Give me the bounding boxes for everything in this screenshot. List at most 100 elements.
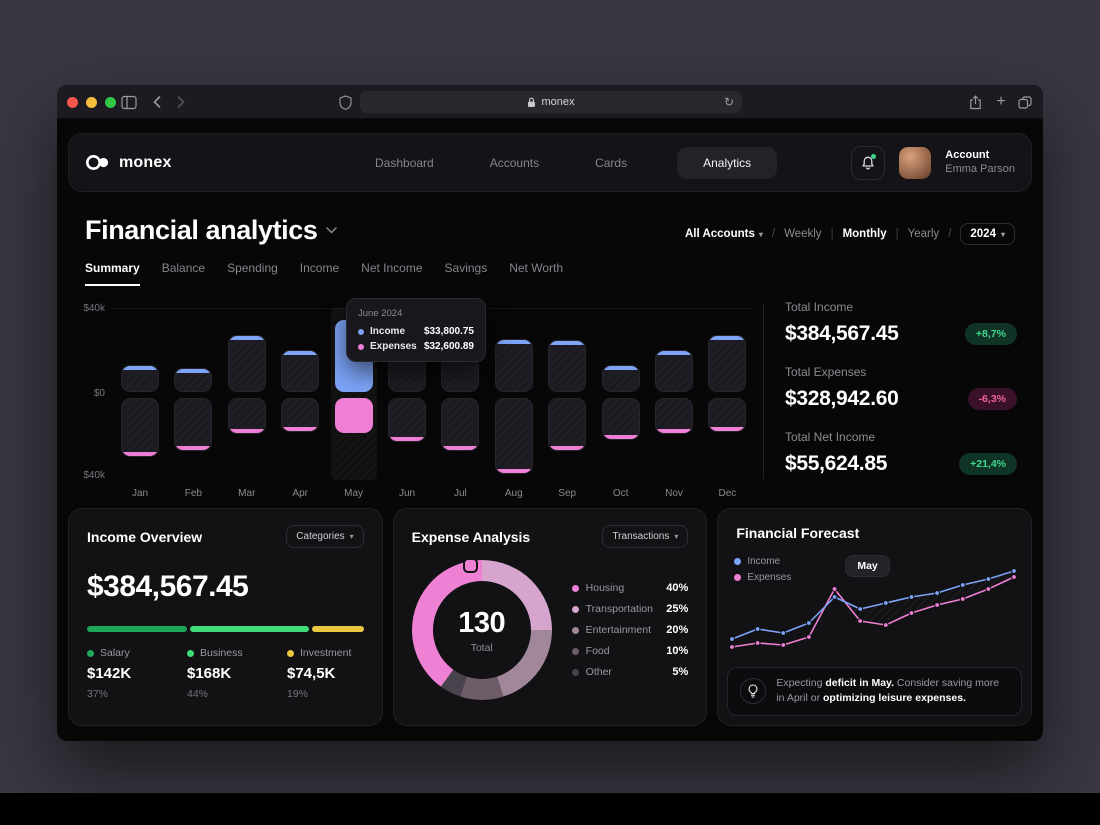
legend-dot [571, 647, 579, 655]
forward-icon[interactable] [169, 85, 193, 119]
tab-net-worth[interactable]: Net Worth [509, 261, 564, 275]
sidebar-toggle-icon[interactable] [117, 85, 141, 119]
minimize-window-button[interactable] [86, 96, 97, 108]
income-bar-feb[interactable] [174, 367, 213, 392]
forecast-line-chart[interactable] [726, 553, 1022, 669]
expense-bar-jul[interactable] [441, 398, 480, 452]
expenses-point [1011, 574, 1018, 580]
income-bar-jul[interactable] [441, 356, 480, 392]
new-tab-icon[interactable]: + [996, 93, 1006, 110]
expense-bar-sep[interactable] [548, 398, 587, 452]
income-bar-aug[interactable] [494, 338, 533, 392]
month-label-sep: Sep [558, 488, 577, 499]
header-controls: All Accounts / Weekly | Monthly | Yearly… [685, 223, 1015, 245]
browser-window: monex ↻ + monex Dashboard Accoun [57, 85, 1043, 741]
separator: | [895, 228, 899, 240]
tab-summary[interactable]: Summary [85, 261, 140, 286]
legend-top: Salary [87, 647, 187, 659]
tab-overview-icon[interactable] [1013, 85, 1037, 119]
income-bar-dec[interactable] [708, 334, 747, 392]
address-bar[interactable]: monex ↻ [360, 91, 742, 113]
expense-bar-cap [228, 428, 265, 433]
expense-bar-jun[interactable] [388, 398, 426, 443]
privacy-shield-icon[interactable] [333, 85, 357, 119]
expense-bar-cap [656, 428, 692, 433]
expense-bar-mar[interactable] [227, 398, 266, 434]
tooltip-series-label: Income [370, 326, 406, 337]
expense-legend-entertainment: Entertainment 20% [571, 624, 689, 636]
transactions-dropdown-button[interactable]: Transactions [602, 525, 689, 548]
account-info[interactable]: Account Emma Parson [945, 149, 1015, 177]
income-bar-mar[interactable] [227, 334, 266, 392]
income-point [908, 594, 915, 600]
month-label-jul: Jul [453, 488, 467, 499]
income-bar-jan[interactable] [121, 365, 159, 392]
lock-icon [527, 97, 536, 108]
income-bar-nov[interactable] [655, 349, 693, 392]
period-yearly[interactable]: Yearly [907, 228, 940, 240]
progress-segment-salary [87, 626, 188, 632]
expense-bar-feb[interactable] [174, 398, 213, 452]
tab-spending[interactable]: Spending [227, 261, 278, 275]
expense-bar-aug[interactable] [494, 398, 533, 474]
expense-bar-dec[interactable] [708, 398, 747, 432]
period-weekly[interactable]: Weekly [784, 228, 822, 240]
expense-bar-oct[interactable] [601, 398, 640, 441]
tab-income[interactable]: Income [299, 261, 340, 275]
window-controls[interactable] [67, 85, 116, 119]
income-point [806, 620, 813, 626]
nav-item-accounts[interactable]: Accounts [489, 155, 540, 170]
income-bar-oct[interactable] [601, 365, 640, 392]
legend-pct: 40% [666, 582, 689, 594]
legend-pct: 20% [666, 624, 689, 636]
expense-bar-apr[interactable] [281, 398, 320, 432]
tab-net-income[interactable]: Net Income [361, 261, 423, 275]
stat-value-row: $55,624.85 +21,4% [785, 452, 1017, 476]
donut-highlight-marker [462, 558, 478, 573]
notifications-button[interactable] [851, 145, 886, 180]
income-bar-sep[interactable] [548, 339, 587, 392]
browser-toolbar: monex ↻ + [57, 85, 1043, 119]
tooltip-row: Expenses $32,600.89 [358, 341, 474, 352]
brand-logo-icon [85, 154, 111, 171]
nav-item-analytics[interactable]: Analytics [677, 146, 778, 179]
expenses-point [960, 596, 966, 602]
title-caret-icon[interactable] [325, 227, 337, 234]
expenses-point [934, 602, 941, 608]
expenses-point [755, 640, 761, 646]
close-window-button[interactable] [67, 96, 78, 108]
nav-item-dashboard[interactable]: Dashboard [375, 155, 434, 170]
income-bar-cap [228, 335, 265, 340]
nav-item-cards[interactable]: Cards [595, 155, 628, 170]
expense-bar-nov[interactable] [655, 398, 693, 434]
income-legend-business: Business $168K 44% [187, 647, 287, 700]
income-bar-apr[interactable] [281, 349, 320, 392]
share-icon[interactable] [963, 85, 987, 119]
income-point [780, 630, 787, 636]
chart-tooltip: June 2024 Income $33,800.75 Expenses $32,600… [346, 298, 486, 362]
expense-donut-chart[interactable]: 130 Total [411, 558, 552, 700]
year-dropdown[interactable]: 2024 [960, 223, 1015, 245]
tab-savings[interactable]: Savings [444, 261, 488, 275]
categories-dropdown-button[interactable]: Categories [286, 525, 364, 548]
url-text: monex [541, 96, 575, 108]
reload-icon[interactable]: ↻ [723, 95, 734, 109]
legend-top: Business [187, 647, 287, 659]
forecast-month-badge[interactable]: May [845, 555, 890, 577]
expense-bar-cap [602, 435, 639, 440]
tab-balance[interactable]: Balance [161, 261, 206, 275]
donut-total-value: 130 [458, 606, 506, 639]
brand[interactable]: monex [85, 154, 172, 172]
separator: / [948, 228, 952, 240]
expense-bar-jan[interactable] [121, 398, 159, 458]
avatar[interactable] [899, 146, 932, 179]
y-axis-label: $40k [83, 303, 105, 314]
expense-bar-may[interactable] [334, 398, 373, 433]
period-monthly[interactable]: Monthly [842, 228, 887, 240]
zoom-window-button[interactable] [105, 96, 116, 108]
account-filter-dropdown[interactable]: All Accounts [685, 228, 763, 240]
back-icon[interactable] [145, 85, 169, 119]
legend-label: Investment [300, 647, 352, 659]
legend-top: Investment [287, 647, 351, 659]
legend-pct: 19% [287, 688, 309, 700]
